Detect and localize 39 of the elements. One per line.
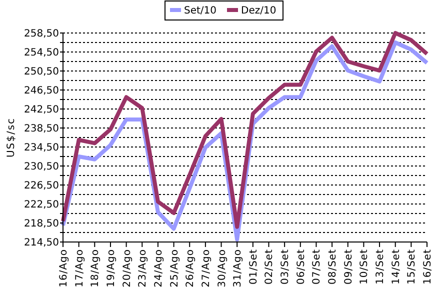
y-tick-label: 246,50 — [24, 86, 59, 96]
x-tick-label: 08/Set — [328, 249, 339, 285]
legend-label: Dez/10 — [241, 6, 276, 16]
y-tick-label: 218,50 — [24, 218, 59, 230]
x-tick-label: 16/Set — [422, 249, 432, 285]
x-tick-label: 19/Ago — [106, 249, 117, 288]
x-tick-label: 06/Set — [296, 249, 307, 285]
y-tick-label: 250,50 — [24, 66, 59, 78]
y-tick-label: 214,50 — [24, 238, 59, 248]
x-tick-label: 07/Set — [312, 249, 323, 285]
x-tick-label: 01/Set — [248, 249, 260, 285]
x-tick-label: 31/Ago — [232, 249, 244, 288]
y-axis-title: US$/sc — [6, 117, 17, 158]
x-tick-label: 24/Ago — [153, 249, 164, 288]
x-tick-label: 17/Ago — [74, 249, 86, 288]
y-tick-label: 222,50 — [24, 200, 59, 210]
x-tick-label: 13/Set — [375, 249, 386, 285]
y-tick-label: 242,50 — [24, 104, 59, 116]
legend-label: Set/10 — [184, 6, 217, 16]
x-tick-label: 03/Set — [280, 249, 292, 285]
x-tick-label: 26/Ago — [185, 249, 196, 288]
y-tick-label: 258,50 — [24, 28, 59, 40]
x-tick-label: 09/Set — [343, 249, 354, 285]
y-tick-label: 234,50 — [24, 142, 59, 154]
x-tick-label: 16/Ago — [58, 249, 70, 288]
x-tick-label: 20/Ago — [122, 249, 133, 288]
x-tick-label: 10/Set — [359, 249, 370, 285]
x-tick-label: 15/Set — [406, 249, 418, 285]
y-tick-label: 230,50 — [24, 162, 59, 172]
x-tick-label: 27/Ago — [200, 249, 212, 288]
x-tick-label: 23/Ago — [138, 249, 149, 288]
x-tick-label: 30/Ago — [216, 249, 228, 288]
y-tick-label: 254,50 — [24, 48, 59, 58]
x-tick-label: 02/Set — [264, 249, 276, 285]
x-tick-label: 25/Ago — [169, 249, 180, 288]
y-tick-label: 238,50 — [24, 124, 59, 134]
x-tick-label: 18/Ago — [90, 249, 102, 288]
y-tick-label: 226,50 — [24, 180, 59, 192]
x-tick-label: 14/Set — [390, 249, 402, 285]
